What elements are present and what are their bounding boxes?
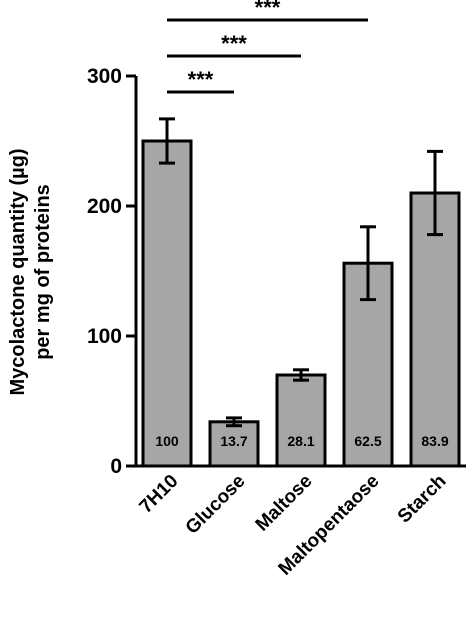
- bar-data-label: 100: [155, 433, 179, 449]
- bar-7h10: [141, 139, 193, 468]
- significance-bracket: ***: [167, 67, 234, 94]
- y-tick-label: 200: [87, 195, 122, 218]
- y-tick-label: 300: [87, 65, 122, 88]
- axes: [134, 76, 466, 468]
- significance-annotations: *** *** ***: [167, 0, 368, 94]
- x-category-label: Glucose: [182, 471, 250, 539]
- error-bar: [159, 117, 175, 165]
- error-bar: [226, 416, 242, 428]
- bar-data-label: 13.7: [220, 433, 247, 449]
- bar-maltose: [275, 373, 327, 468]
- bars: [141, 139, 461, 468]
- significance-label: ***: [255, 0, 281, 20]
- bar-data-labels: 100 13.7 28.1 62.5 83.9: [155, 433, 449, 449]
- error-bar: [360, 225, 376, 302]
- y-axis-ticks: 0 100 200 300: [87, 65, 136, 478]
- x-category-label: 7H10: [136, 471, 183, 518]
- y-tick-label: 0: [110, 455, 122, 478]
- x-category-label: Maltose: [252, 471, 317, 536]
- error-bar: [427, 149, 443, 237]
- significance-bracket: ***: [167, 0, 368, 22]
- significance-label: ***: [221, 31, 247, 56]
- y-axis-title-line-2: per mg of proteins: [32, 184, 54, 360]
- y-tick-label: 100: [87, 325, 122, 348]
- x-category-label: Starch: [394, 471, 451, 528]
- error-bar: [293, 368, 309, 382]
- bar-starch: [409, 191, 461, 468]
- y-axis-title-line-1: Mycolactone quantity (µg): [7, 148, 29, 395]
- significance-bracket: ***: [167, 31, 301, 58]
- error-bars: [159, 117, 443, 428]
- bar-data-label: 28.1: [287, 433, 314, 449]
- significance-label: ***: [188, 67, 214, 92]
- bar-data-label: 62.5: [354, 433, 381, 449]
- y-axis-title: Mycolactone quantity (µg) per mg of prot…: [7, 148, 54, 395]
- bar-data-label: 83.9: [421, 433, 448, 449]
